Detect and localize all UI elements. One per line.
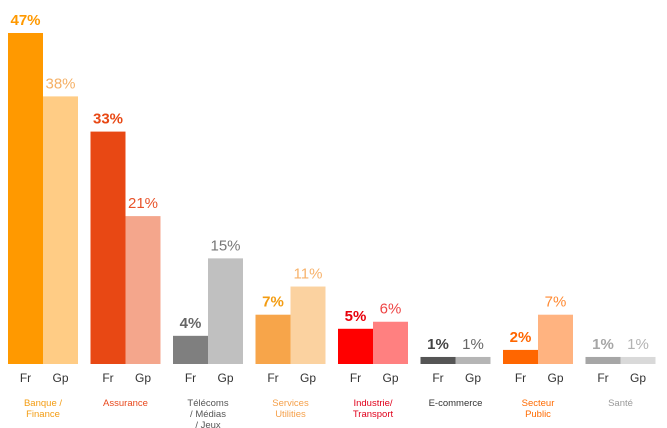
category-label: Secteur [522,398,555,409]
bar-value-label: 7% [262,294,284,311]
category-label: Transport [353,409,394,420]
bar-sub-label: Fr [597,371,608,385]
category-label: Industrie/ [353,398,392,409]
bar-3-fr [255,314,291,364]
bar-value-label: 33% [93,111,123,128]
bar-value-label: 1% [462,336,484,353]
bar-4-gp [373,321,408,364]
category-label: Public [525,409,551,420]
bar-sub-label: Fr [267,371,278,385]
bar-value-label: 4% [180,315,202,332]
bar-6-gp [538,314,573,364]
bar-sub-label: Gp [465,371,481,385]
bar-value-label: 7% [545,294,567,311]
bar-sub-label: Gp [52,371,68,385]
bar-value-label: 1% [427,336,449,353]
category-label: Finance [26,409,60,420]
bar-7-gp [620,356,656,364]
bar-sub-label: Fr [350,371,361,385]
bar-2-fr [173,335,208,364]
bar-sub-label: Fr [432,371,443,385]
bar-sub-label: Fr [20,371,31,385]
category-label: / Médias [190,409,226,420]
bar-1-gp [125,216,161,364]
bar-value-label: 11% [294,266,323,283]
bar-sub-label: Fr [102,371,113,385]
bar-sub-label: Gp [547,371,563,385]
bar-7-fr [585,356,621,364]
bar-sub-label: Gp [630,371,646,385]
bar-value-label: 47% [10,12,40,29]
bar-value-label: 2% [510,329,532,346]
bar-4-fr [338,328,373,364]
bar-0-gp [43,96,78,364]
bar-value-label: 21% [128,195,158,212]
category-label: Assurance [103,398,148,409]
bar-1-fr [90,131,126,364]
bar-5-fr [420,356,456,364]
bar-sub-label: Gp [217,371,233,385]
category-label: / Jeux [195,420,221,428]
bar-value-label: 5% [345,308,367,325]
bar-2-gp [208,258,243,364]
bar-value-label: 1% [627,336,649,353]
category-label: E-commerce [429,398,483,409]
bar-5-gp [455,356,491,364]
bar-6-fr [503,349,538,364]
category-label: Services [272,398,309,409]
category-label: Télécoms [187,398,228,409]
category-label: Utilities [275,409,306,420]
bar-sub-label: Gp [300,371,316,385]
bar-3-gp [290,286,326,364]
category-label: Santé [608,398,633,409]
bar-value-label: 6% [380,301,402,318]
bar-0-fr [8,33,43,364]
bar-value-label: 1% [592,336,614,353]
bar-sub-label: Gp [135,371,151,385]
bar-sub-label: Fr [515,371,526,385]
bar-value-label: 38% [45,75,75,92]
bar-sub-label: Gp [382,371,398,385]
bar-sub-label: Fr [185,371,196,385]
category-label: Banque / [24,398,62,409]
bar-value-label: 15% [210,237,240,254]
